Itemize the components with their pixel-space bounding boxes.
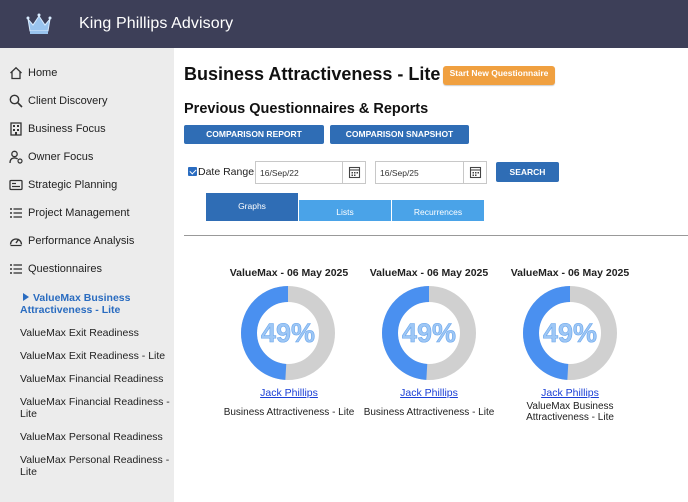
score-arc [382,286,476,380]
comparison-report-button[interactable]: COMPARISON REPORT [184,125,324,144]
card-title: ValueMax - 06 May 2025 [229,267,349,279]
section-title: Previous Questionnaires & Reports [184,101,429,117]
top-bar: King Phillips Advisory [0,0,688,48]
sidebar-item-home[interactable]: Home [0,63,174,87]
sidebar-item-owner-focus[interactable]: Owner Focus [0,147,174,171]
sidebar-item-label: Owner Focus [28,151,94,163]
list-icon [10,208,22,218]
building-icon [10,122,22,136]
tab-recurrences[interactable]: Recurrences [392,200,484,221]
owner-link[interactable]: Jack Phillips [400,387,458,399]
sidebar-subitem-exit-readiness-lite[interactable]: ValueMax Exit Readiness - Lite [20,350,166,362]
sidebar-subitem-financial-readiness[interactable]: ValueMax Financial Readiness [20,373,164,385]
crown-icon[interactable] [26,13,52,35]
sidebar-item-label: Strategic Planning [28,179,118,191]
home-icon [10,66,22,80]
divider [184,235,688,236]
date-from-value: 16/Sep/22 [260,168,299,178]
sidebar-item-label: Business Focus [28,123,106,135]
date-from-input[interactable]: 16/Sep/22 [255,161,366,184]
sidebar-item-label: Client Discovery [28,95,108,107]
score-percent: 49% [261,318,315,348]
sidebar-item-questionnaires[interactable]: Questionnaires [0,259,174,283]
comparison-snapshot-button[interactable]: COMPARISON SNAPSHOT [330,125,469,144]
sidebar-subitem-exit-readiness[interactable]: ValueMax Exit Readiness [20,327,139,339]
id-card-icon [9,179,23,191]
score-arc [523,286,617,380]
search-icon [9,94,23,108]
card-title: ValueMax - 06 May 2025 [510,267,630,279]
score-donut[interactable]: 49% [381,285,477,381]
calendar-icon[interactable] [342,162,365,183]
date-to-value: 16/Sep/25 [380,168,419,178]
caret-right-icon [23,293,29,301]
calendar-icon[interactable] [463,162,486,183]
user-gear-icon [9,150,23,164]
sidebar: Home Client Discovery Business Focus Own… [0,48,174,502]
sidebar-item-label: Project Management [28,207,130,219]
gauge-icon [9,238,23,247]
sidebar-item-label: Questionnaires [28,263,102,275]
sidebar-item-label: Home [28,67,58,79]
page-title: Business Attractiveness - Lite [184,64,441,84]
sidebar-item-strategic-planning[interactable]: Strategic Planning [0,175,174,199]
sidebar-item-business-focus[interactable]: Business Focus [0,119,174,143]
sidebar-item-performance-analysis[interactable]: Performance Analysis [0,231,174,255]
sidebar-subitem-label: ValueMax Business Attractiveness - Lite [20,292,131,316]
questionnaire-name: Business Attractiveness - Lite [223,407,355,418]
date-range-checkbox[interactable] [188,167,197,176]
tab-lists[interactable]: Lists [299,200,391,221]
questionnaire-name: Business Attractiveness - Lite [363,407,495,418]
score-arc [241,286,335,380]
owner-link[interactable]: Jack Phillips [541,387,599,399]
start-new-questionnaire-button[interactable]: Start New Questionnaire [443,66,555,85]
sidebar-subitem-personal-readiness-lite[interactable]: ValueMax Personal Readiness - Lite [20,454,170,478]
tab-graphs[interactable]: Graphs [206,193,298,221]
questionnaire-name: ValueMax Business Attractiveness - Lite [526,401,614,423]
owner-link[interactable]: Jack Phillips [260,387,318,399]
date-to-input[interactable]: 16/Sep/25 [375,161,487,184]
score-percent: 49% [402,318,456,348]
list-icon [10,264,22,274]
score-donut[interactable]: 49% [522,285,618,381]
score-percent: 49% [543,318,597,348]
app-brand: King Phillips Advisory [79,15,234,32]
score-donut[interactable]: 49% [240,285,336,381]
sidebar-item-client-discovery[interactable]: Client Discovery [0,91,174,115]
search-button[interactable]: SEARCH [496,162,559,182]
card-title: ValueMax - 06 May 2025 [369,267,489,279]
sidebar-subitem-financial-readiness-lite[interactable]: ValueMax Financial Readiness - Lite [20,396,170,420]
sidebar-item-label: Performance Analysis [28,235,135,247]
sidebar-subitem-business-attractiveness-lite[interactable]: ValueMax Business Attractiveness - Lite [20,292,170,316]
date-range-label: Date Range: [198,166,257,178]
sidebar-subitem-personal-readiness[interactable]: ValueMax Personal Readiness [20,431,163,443]
sidebar-item-project-management[interactable]: Project Management [0,203,174,227]
